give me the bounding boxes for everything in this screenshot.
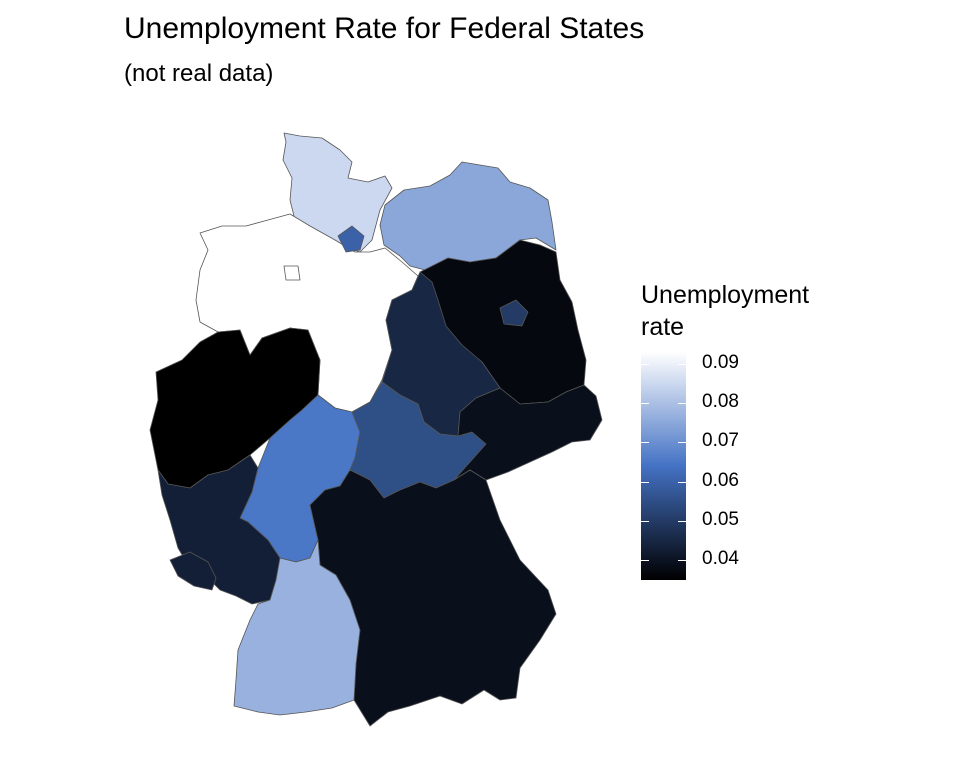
chart-title: Unemployment Rate for Federal States: [124, 12, 645, 45]
legend-tick-label: 0.06: [702, 469, 739, 491]
state-sachsen[interactable]: [453, 384, 603, 481]
legend-tick-mark: [678, 363, 686, 365]
state-hamburg[interactable]: [337, 225, 365, 253]
legend-tick-mark: [641, 363, 649, 365]
legend-colorbar: [641, 352, 686, 580]
state-bremen[interactable]: [283, 265, 301, 281]
legend-tick-label: 0.04: [702, 548, 739, 570]
state-schleswig-holstein[interactable]: [282, 132, 393, 253]
state-mecklenburg-vorpommern[interactable]: [379, 161, 557, 271]
legend-tick-mark: [678, 481, 686, 483]
legend-tick-mark: [641, 403, 649, 405]
state-saarland[interactable]: [169, 551, 217, 591]
legend-tick-mark: [641, 560, 649, 562]
legend-tick-mark: [678, 560, 686, 562]
legend-tick-label: 0.07: [702, 430, 739, 452]
legend-title: Unemployment rate: [641, 279, 861, 343]
legend-tick-mark: [641, 521, 649, 523]
legend-title-line1: Unemployment: [641, 281, 810, 309]
legend-tick-mark: [678, 403, 686, 405]
state-berlin[interactable]: [499, 299, 529, 327]
legend-tick-label: 0.09: [702, 351, 739, 373]
legend-tick-mark: [641, 442, 649, 444]
legend-tick-label: 0.05: [702, 509, 739, 531]
legend-title-line2: rate: [641, 313, 685, 341]
legend-tick-mark: [678, 521, 686, 523]
legend-tick-mark: [678, 442, 686, 444]
legend-tick-label: 0.08: [702, 391, 739, 413]
state-baden-wuerttemberg[interactable]: [233, 539, 361, 716]
chart-subtitle: (not real data): [124, 60, 274, 87]
legend-tick-mark: [641, 481, 649, 483]
